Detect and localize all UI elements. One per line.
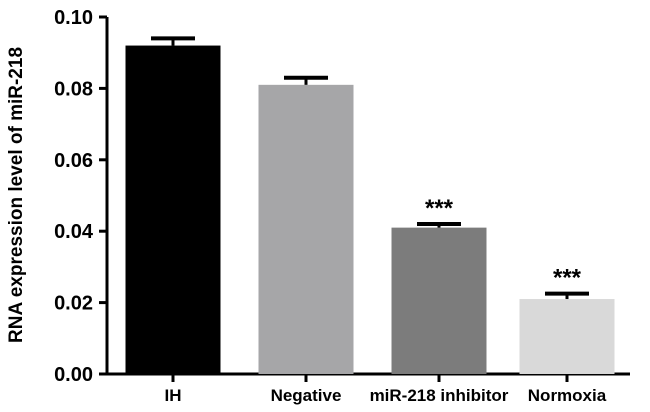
bar-0	[125, 45, 221, 375]
category-label-2: miR-218 inhibitor	[370, 386, 509, 405]
y-tick-label: 0.02	[54, 293, 93, 315]
significance-marker-2: ***	[425, 195, 454, 222]
category-label-0: IH	[165, 386, 182, 405]
significance-marker-3: ***	[553, 265, 582, 292]
y-tick-label: 0.04	[54, 221, 94, 243]
y-tick-label: 0.10	[54, 7, 93, 29]
y-tick-label: 0.00	[54, 364, 93, 386]
bars: *** ***	[125, 36, 615, 375]
category-label-3: Normoxia	[528, 386, 607, 405]
y-axis-title-text: RNA expression level of miR-218	[6, 47, 27, 343]
y-tick-label: 0.08	[54, 78, 93, 100]
bar-3	[519, 299, 615, 374]
y-axis-title: RNA expression level of miR-218	[6, 47, 27, 343]
category-labels: IH Negative miR-218 inhibitor Normoxia	[165, 386, 607, 405]
category-label-1: Negative	[271, 386, 342, 405]
bar-2	[391, 227, 487, 374]
bar-1	[258, 84, 354, 374]
y-tick-label: 0.06	[54, 150, 93, 172]
